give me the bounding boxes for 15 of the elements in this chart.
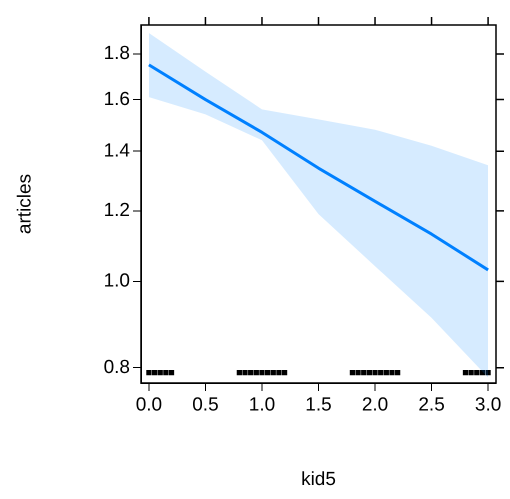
x-tick-label: 3.0 bbox=[474, 394, 502, 416]
x-tick-label: 0.5 bbox=[192, 394, 219, 416]
y-tick-label: 0.8 bbox=[104, 356, 130, 378]
y-tick-label: 1.2 bbox=[104, 200, 130, 222]
y-tick-label: 1.6 bbox=[104, 88, 130, 110]
y-tick-label: 1.0 bbox=[104, 270, 130, 292]
x-tick-label: 1.0 bbox=[248, 394, 276, 416]
x-tick-label: 0.0 bbox=[136, 394, 162, 416]
x-axis-title: kid5 bbox=[301, 468, 336, 490]
y-axis-title: articles bbox=[14, 174, 36, 234]
x-tick-label: 1.5 bbox=[305, 394, 332, 416]
y-tick-label: 1.4 bbox=[104, 140, 130, 162]
x-tick-label: 2.5 bbox=[418, 394, 445, 416]
y-tick-label: 1.8 bbox=[104, 43, 130, 64]
x-tick-label: 2.0 bbox=[362, 394, 388, 416]
